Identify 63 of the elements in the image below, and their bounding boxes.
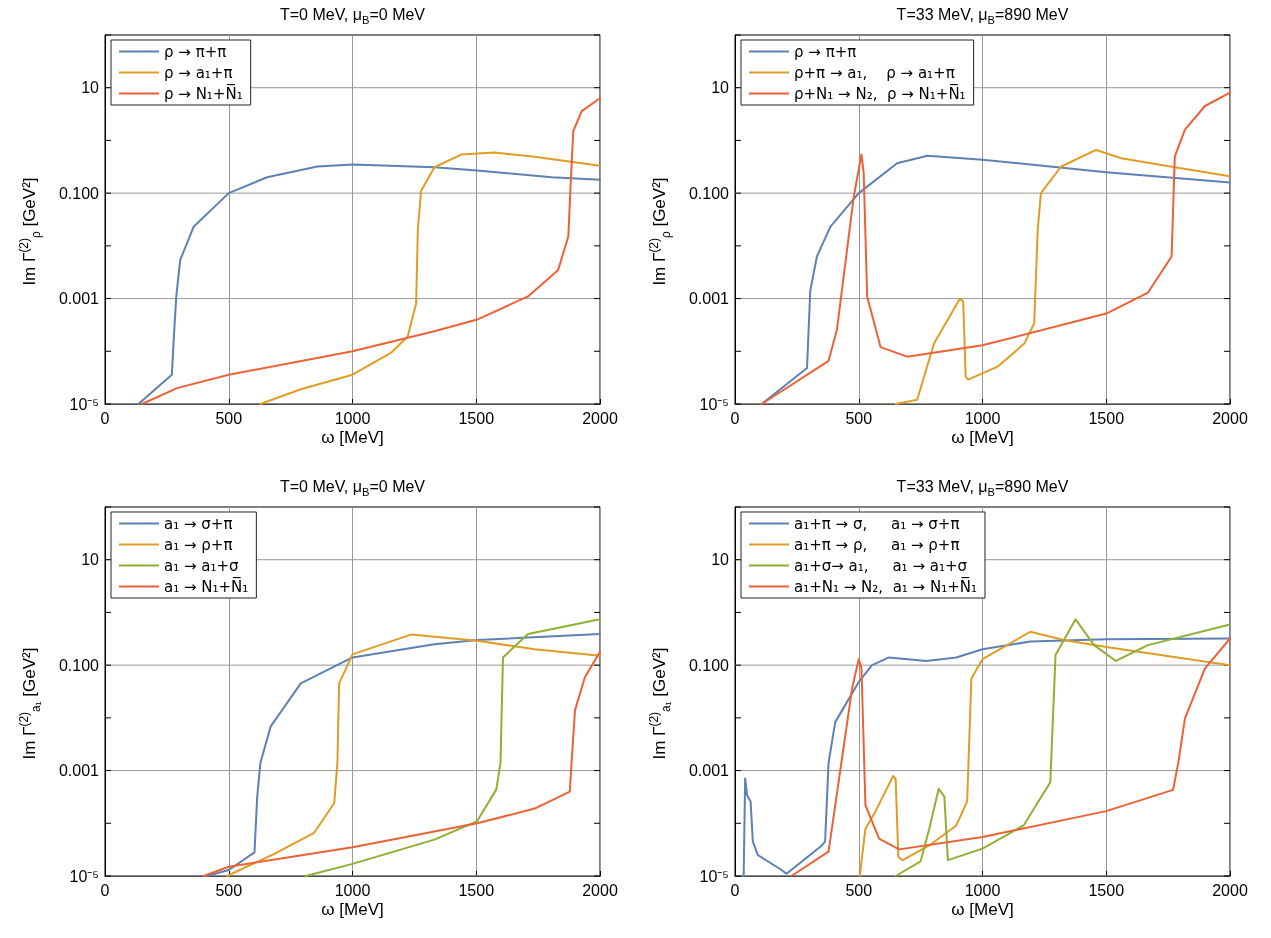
x-tick-label: 0 xyxy=(100,409,110,427)
chart-title: T=0 MeV, μ$_{B}$=0 MeV xyxy=(278,6,427,27)
x-tick-label: 1000 xyxy=(964,881,1001,899)
x-axis-title: ω [MeV] xyxy=(320,428,385,448)
legend-label: ρ+π → a₁, ρ → a₁+π xyxy=(794,63,955,82)
y-tick-label: 0.001 xyxy=(688,762,730,780)
x-tick-label: 1500 xyxy=(458,409,495,427)
legend-label: ρ → π+π xyxy=(164,42,227,61)
x-tick-label: 2000 xyxy=(1212,881,1248,899)
x-tick-label: 500 xyxy=(215,409,243,427)
chart-title: T=33 MeV, μ$_{B}$=890 MeV xyxy=(895,6,1070,27)
legend-label: a₁ → σ+π xyxy=(164,514,233,533)
legend-label: ρ+N₁ → N₂, ρ → N₁+N̅₁ xyxy=(794,83,966,103)
x-tick-label: 2000 xyxy=(582,881,618,899)
line-series xyxy=(259,151,601,405)
line-series xyxy=(304,618,601,877)
chart-title: T=33 MeV, μ$_{B}$=890 MeV xyxy=(895,478,1070,499)
y-tick-label: 0.100 xyxy=(688,184,730,202)
y-tick-label: 10 xyxy=(81,79,100,97)
y-tick-label: 0.100 xyxy=(58,656,100,674)
x-tick-label: 1500 xyxy=(1088,409,1125,427)
legend-label: a₁+N₁ → N₂, a₁ → N₁+N̅₁ xyxy=(794,576,977,596)
x-tick-label: 500 xyxy=(215,881,243,899)
y-tick-label: 0.001 xyxy=(58,290,100,308)
y-tick-label: 0.100 xyxy=(688,656,730,674)
x-tick-label: 0 xyxy=(730,409,740,427)
y-tick-label: 10⁻⁵ xyxy=(699,395,729,413)
legend-label: a₁+σ→ a₁, a₁ → a₁+σ xyxy=(794,556,968,575)
y-tick-label: 0.100 xyxy=(58,184,100,202)
x-tick-label: 1000 xyxy=(334,881,371,899)
x-tick-label: 1000 xyxy=(964,409,1001,427)
y-tick-label: 10⁻⁵ xyxy=(699,867,729,885)
x-axis-title: ω [MeV] xyxy=(950,428,1015,448)
x-tick-label: 1500 xyxy=(458,881,495,899)
legend-label: a₁+π → ρ, a₁ → ρ+π xyxy=(794,535,960,554)
y-tick-label: 0.001 xyxy=(58,762,100,780)
legend-label: ρ → a₁+π xyxy=(164,63,233,82)
x-tick-label: 0 xyxy=(730,881,740,899)
line-series xyxy=(760,154,1231,405)
x-tick-label: 2000 xyxy=(1212,409,1248,427)
y-tick-label: 10⁻⁵ xyxy=(69,867,99,885)
x-tick-label: 1500 xyxy=(1088,881,1125,899)
legend-label: ρ → N₁+N̅₁ xyxy=(164,83,243,103)
line-series xyxy=(137,163,601,405)
x-axis-title: ω [MeV] xyxy=(950,900,1015,920)
legend-label: a₁ → N₁+N̅₁ xyxy=(164,576,249,596)
line-series xyxy=(894,148,1231,405)
y-tick-label: 10 xyxy=(81,551,100,569)
legend-label: a₁+π → σ, a₁ → σ+π xyxy=(794,514,960,533)
y-tick-label: 10 xyxy=(711,79,730,97)
y-tick-label: 0.001 xyxy=(688,290,730,308)
y-tick-label: 10 xyxy=(711,551,730,569)
x-tick-label: 2000 xyxy=(582,409,618,427)
x-tick-label: 500 xyxy=(845,409,873,427)
x-tick-label: 0 xyxy=(100,881,110,899)
legend-label: a₁ → ρ+π xyxy=(164,535,233,554)
legend-label: ρ → π+π xyxy=(794,42,857,61)
chart-title: T=0 MeV, μ$_{B}$=0 MeV xyxy=(278,478,427,499)
x-tick-label: 500 xyxy=(845,881,873,899)
x-axis-title: ω [MeV] xyxy=(320,900,385,920)
legend-label: a₁ → a₁+σ xyxy=(164,556,240,575)
y-tick-label: 10⁻⁵ xyxy=(69,395,99,413)
x-tick-label: 1000 xyxy=(334,409,371,427)
